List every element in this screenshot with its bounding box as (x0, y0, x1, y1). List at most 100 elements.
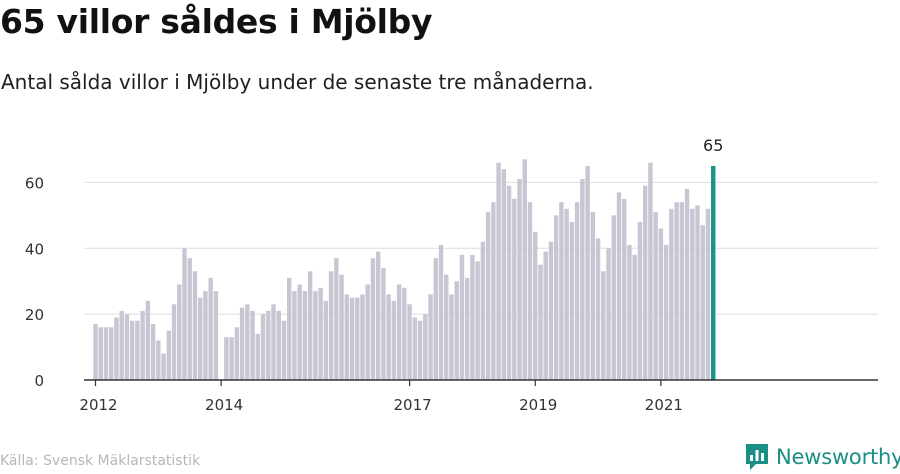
bar (480, 241, 486, 380)
bar (574, 202, 580, 380)
bar (632, 254, 637, 380)
bar (527, 202, 533, 380)
bar (344, 294, 349, 380)
bar (705, 208, 711, 380)
bar (281, 320, 287, 380)
y-tick-label: 0 (34, 372, 44, 390)
bar (700, 225, 705, 380)
y-tick-label: 60 (25, 174, 44, 192)
bar (286, 277, 292, 380)
bar (444, 274, 449, 380)
bar (595, 238, 601, 380)
bar (234, 327, 240, 380)
bar (375, 251, 381, 380)
x-tick-label: 2014 (205, 396, 243, 414)
bar (187, 258, 192, 380)
bar-chart: 0 20 40 60 2012 2014 2017 2019 2021 65 (25, 136, 878, 414)
bar (653, 212, 658, 380)
x-axis: 2012 2014 2017 2019 2021 (79, 379, 878, 414)
brand-name: Newsworthy (776, 445, 900, 469)
bar (103, 327, 109, 380)
bar (297, 284, 302, 380)
bar (522, 159, 527, 380)
bar (464, 277, 470, 380)
bar (449, 294, 454, 380)
bar (669, 208, 674, 380)
bar (307, 271, 313, 380)
bar (266, 310, 271, 380)
bar (313, 291, 318, 380)
bar (365, 284, 370, 380)
bar (349, 297, 355, 380)
bar (616, 192, 622, 380)
bar (475, 261, 480, 380)
bar (119, 310, 124, 380)
bar (140, 310, 145, 380)
bar (177, 284, 182, 380)
bar (334, 258, 339, 380)
bar (255, 333, 260, 380)
bar (658, 228, 664, 380)
bar (501, 169, 507, 380)
bar (271, 304, 276, 380)
bar (396, 284, 402, 380)
bar (276, 310, 281, 380)
brand-logo: Newsworthy (744, 441, 900, 473)
bar (360, 294, 365, 380)
bar (328, 271, 334, 380)
bar (512, 198, 517, 380)
bar (695, 205, 700, 380)
bar (370, 258, 376, 380)
bar (391, 300, 397, 380)
bar (438, 244, 444, 380)
highlight-value-label: 65 (703, 136, 723, 155)
bar (171, 304, 177, 380)
bar (559, 202, 564, 380)
bar (182, 248, 187, 380)
y-tick-label: 40 (25, 240, 44, 258)
bar (245, 304, 250, 380)
bar (642, 185, 648, 380)
bar (192, 271, 198, 380)
bar (135, 320, 140, 380)
bar (601, 271, 606, 380)
bar (454, 281, 459, 380)
x-tick-label: 2021 (645, 396, 683, 414)
bar (166, 330, 171, 380)
x-tick-label: 2019 (519, 396, 557, 414)
bar (517, 179, 522, 380)
bar (292, 291, 297, 380)
bar (412, 317, 418, 380)
bar (381, 268, 386, 380)
bar (491, 202, 496, 380)
bar (674, 202, 679, 380)
bar (93, 324, 98, 380)
bar (229, 337, 234, 380)
x-tick-label: 2017 (394, 396, 432, 414)
chart-title: 65 villor såldes i Mjölby (0, 2, 433, 41)
bar (622, 198, 627, 380)
bar (386, 294, 391, 380)
bar (506, 185, 512, 380)
bar (213, 291, 219, 380)
bar (129, 320, 135, 380)
bar (302, 291, 308, 380)
bar (606, 248, 611, 380)
x-tick-label: 2012 (79, 396, 117, 414)
bar (585, 165, 590, 380)
bar (417, 320, 423, 380)
bar (564, 208, 569, 380)
bar (203, 291, 208, 380)
bar (423, 314, 428, 380)
bar (250, 310, 255, 380)
bar (208, 277, 213, 380)
bar (496, 162, 501, 380)
bar (355, 297, 360, 380)
bar (114, 317, 119, 380)
bar (161, 353, 166, 380)
y-tick-label: 20 (25, 306, 44, 324)
bar (569, 221, 575, 380)
bar (318, 287, 323, 380)
bar (109, 327, 114, 380)
bar (553, 215, 559, 380)
